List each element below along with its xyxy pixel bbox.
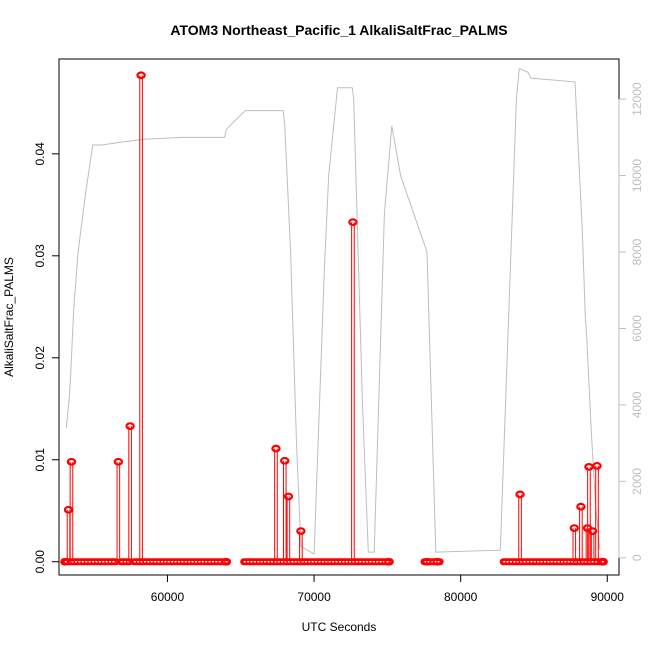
y-tick-label: 0.02: [33, 346, 47, 370]
data-point: [592, 461, 602, 470]
data-point: [598, 557, 608, 566]
data-point: [221, 557, 231, 566]
data-point: [432, 557, 442, 566]
data-point: [136, 71, 146, 80]
data-point: [113, 457, 124, 466]
y2-tick-label: 10000: [630, 159, 644, 193]
x-tick-label: 80000: [444, 590, 478, 604]
secondary-series-line: [65, 67, 601, 555]
x-tick-label: 90000: [591, 590, 625, 604]
data-point: [348, 218, 358, 227]
data-point: [60, 557, 70, 566]
data-point: [283, 492, 294, 501]
plot-frame: [58, 58, 620, 576]
data-point: [296, 527, 306, 536]
y2-tick-label: 12000: [630, 82, 644, 116]
chart-title: ATOM3 Northeast_Pacific_1 AlkaliSaltFrac…: [170, 22, 507, 38]
y-tick-label: 0.01: [33, 448, 47, 472]
y-tick-label: 0.04: [33, 142, 47, 166]
x-tick-label: 70000: [297, 590, 331, 604]
primary-series: [60, 71, 608, 566]
data-point: [63, 505, 74, 514]
y-axis-label: AlkaliSaltFrac_PALMS: [2, 257, 16, 377]
y2-tick-label: 6000: [630, 315, 644, 342]
data-point: [66, 457, 77, 466]
y-tick-label: 0.00: [33, 550, 47, 574]
x-axis-label: UTC Seconds: [302, 620, 377, 634]
y2-tick-label: 0: [630, 554, 644, 561]
y2-tick-label: 2000: [630, 468, 644, 495]
data-point: [515, 490, 525, 499]
data-point: [569, 524, 579, 532]
axes: 60000 70000 80000 900000.000.010.020.030.04…: [33, 82, 644, 604]
secondary-series: [65, 67, 601, 555]
data-point: [125, 422, 135, 431]
data-point: [587, 527, 598, 536]
data-point: [422, 557, 432, 566]
data-point: [584, 463, 594, 471]
x-tick-label: 60000: [151, 590, 185, 604]
data-point: [384, 557, 394, 566]
y2-tick-label: 8000: [630, 238, 644, 265]
y-tick-label: 0.03: [33, 244, 47, 268]
y2-tick-label: 4000: [630, 391, 644, 418]
data-point: [271, 444, 281, 453]
data-point: [280, 456, 290, 465]
data-point: [576, 502, 586, 511]
